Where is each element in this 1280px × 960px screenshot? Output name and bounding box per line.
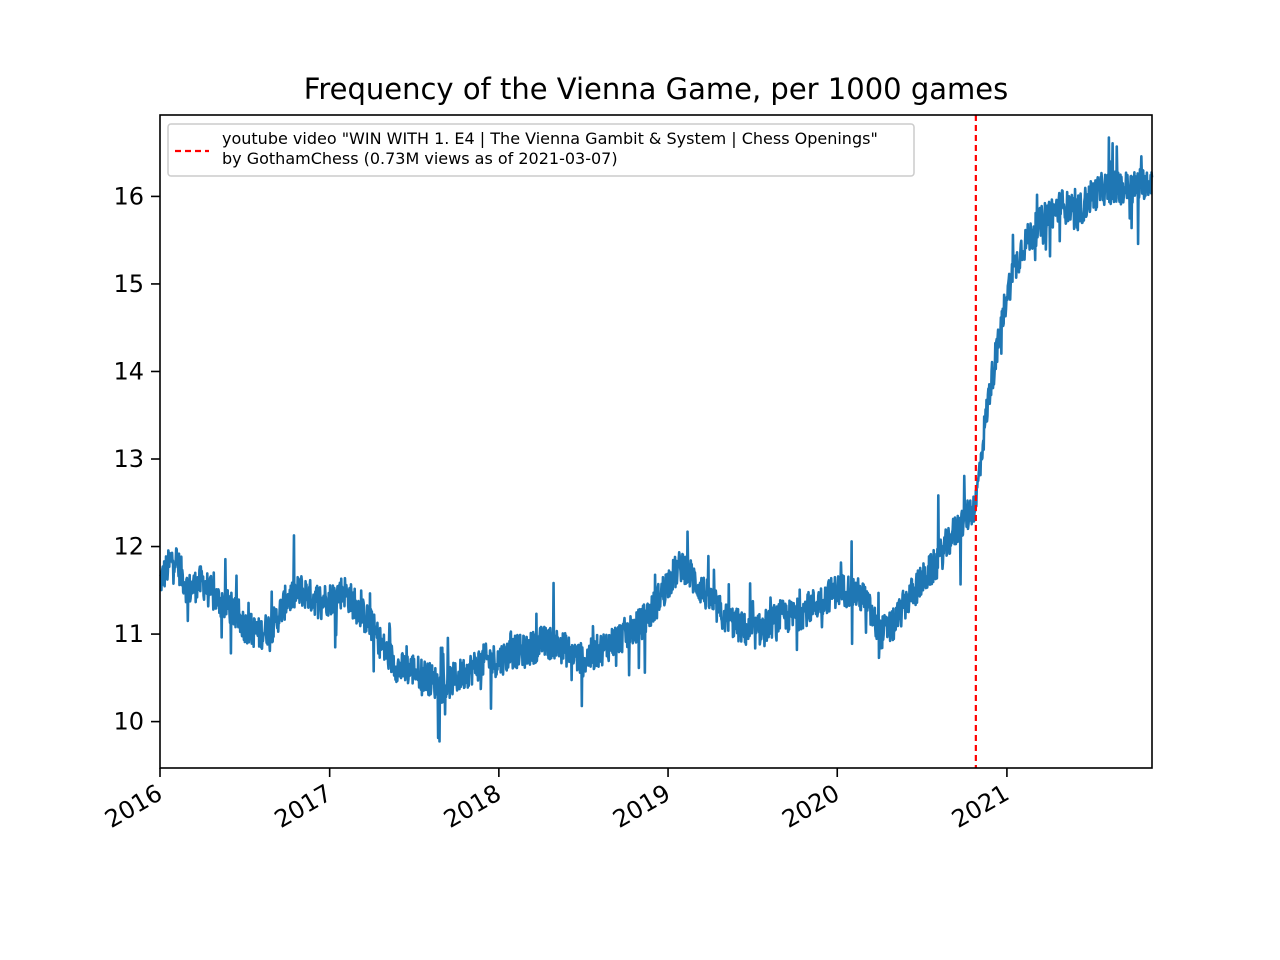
x-tick-label: 2019 <box>608 779 675 834</box>
y-tick-label: 11 <box>113 620 144 648</box>
legend-label-line2: by GothamChess (0.73M views as of 2021-0… <box>222 149 618 168</box>
legend-label-line1: youtube video "WIN WITH 1. E4 | The Vien… <box>222 129 878 148</box>
y-tick-label: 12 <box>113 533 144 561</box>
x-tick-label: 2018 <box>439 779 506 834</box>
plot-frame <box>159 114 1153 769</box>
x-tick-label: 2020 <box>777 779 844 834</box>
x-tick-label: 2017 <box>270 779 337 834</box>
legend: youtube video "WIN WITH 1. E4 | The Vien… <box>167 123 915 177</box>
y-tick-label: 14 <box>113 357 144 385</box>
y-tick-label: 15 <box>113 270 144 298</box>
series-line-0 <box>159 136 1154 743</box>
y-tick-label: 13 <box>113 445 144 473</box>
chart-title: Frequency of the Vienna Game, per 1000 g… <box>304 72 1008 106</box>
series-layer <box>159 136 1154 743</box>
y-tick-label: 16 <box>113 182 144 210</box>
x-tick-label: 2016 <box>100 779 167 834</box>
legend-box <box>167 123 915 177</box>
x-tick-label: 2021 <box>947 779 1014 834</box>
y-tick-label: 10 <box>113 708 144 736</box>
x-axis: 2016 2017 2018 2019 2020 2021 <box>100 768 1014 834</box>
y-axis: 10 11 12 13 14 15 16 <box>113 182 160 736</box>
